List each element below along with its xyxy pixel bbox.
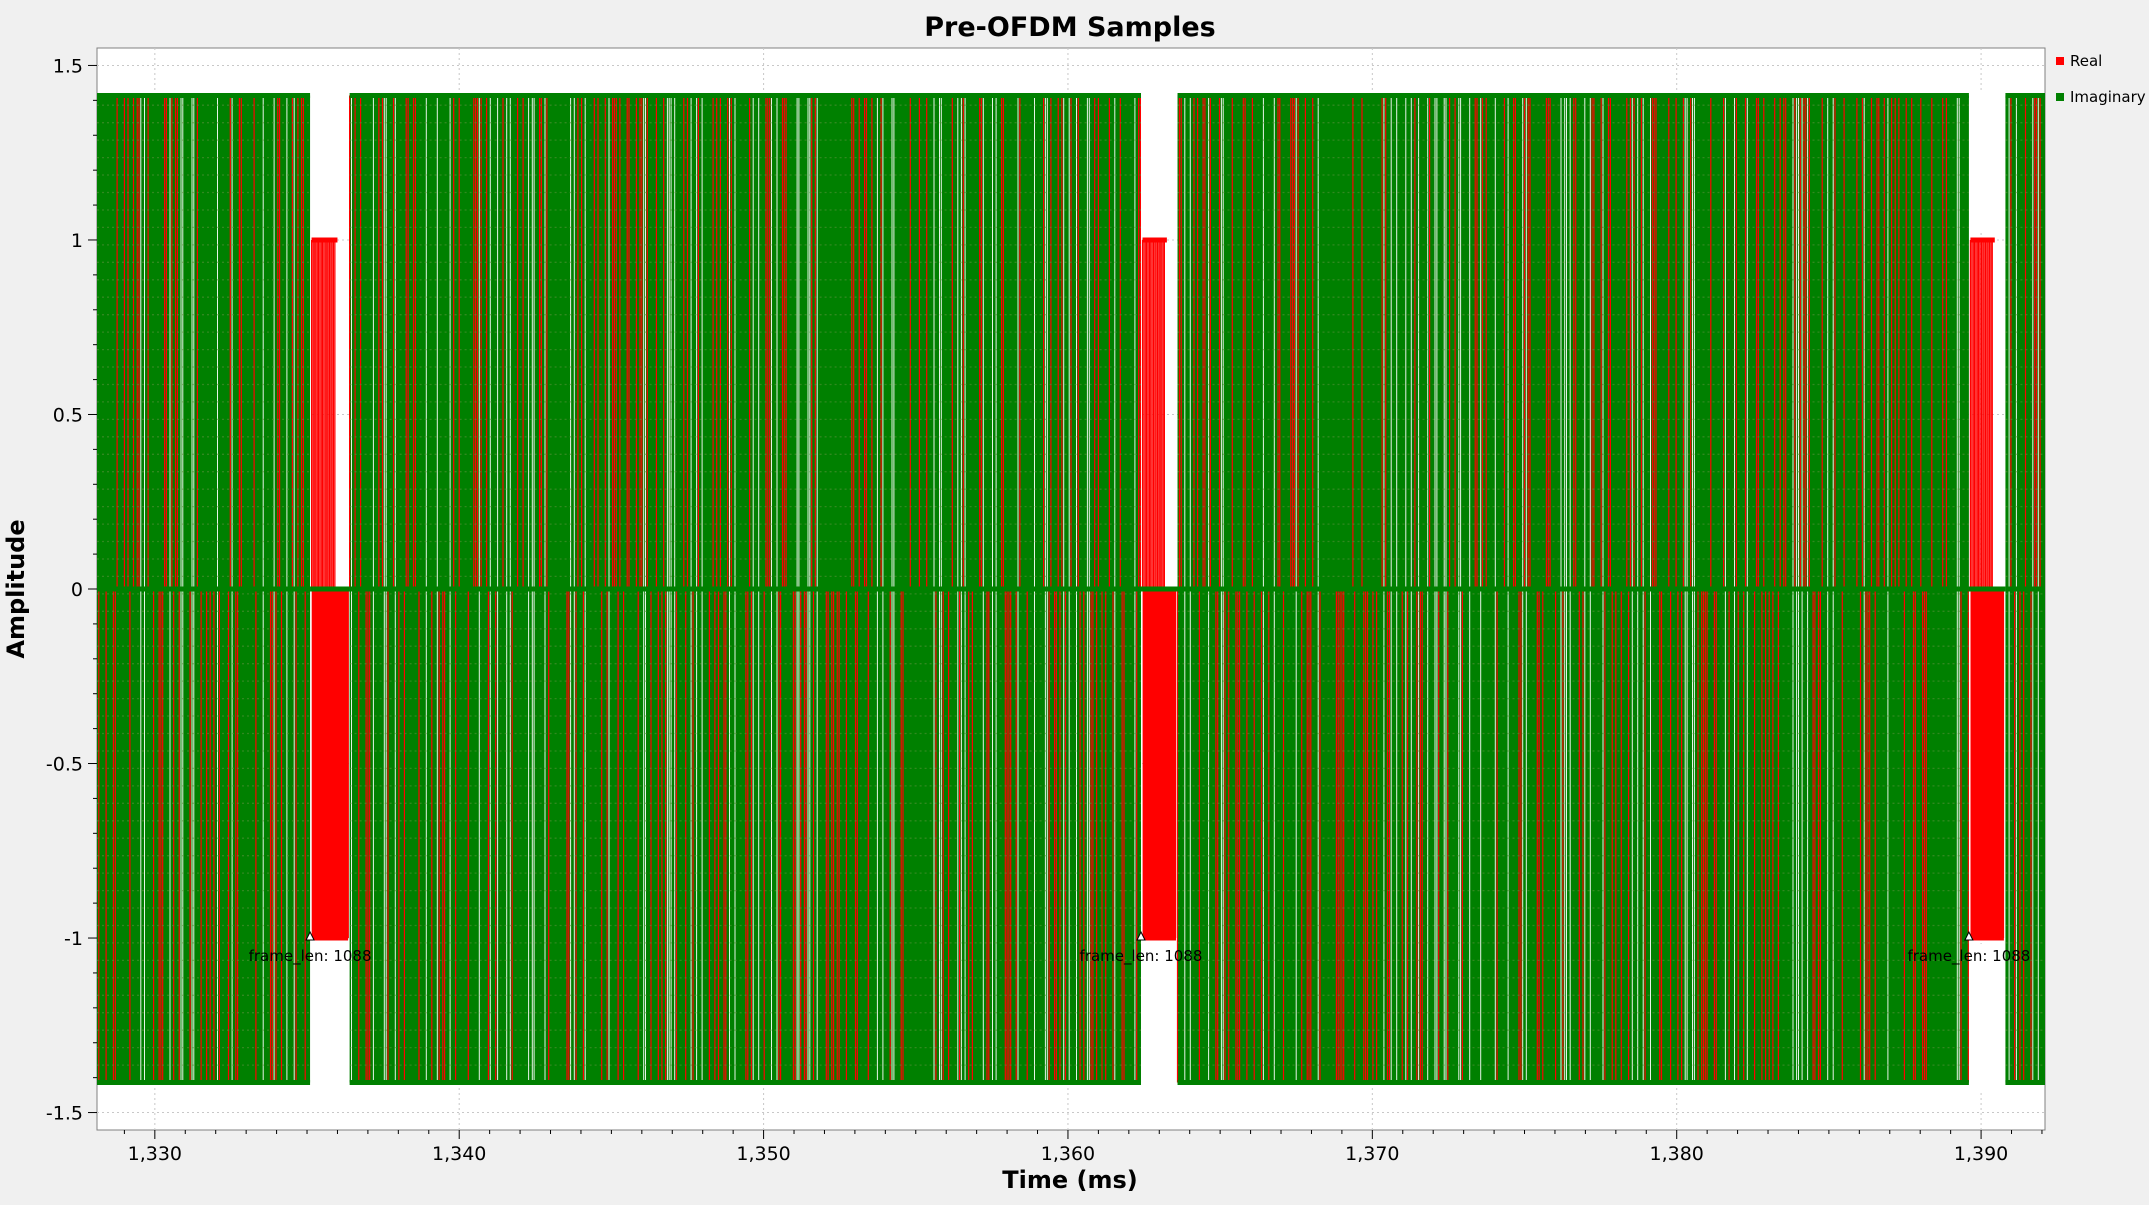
x-tick-label: 1,360 <box>1041 1143 1095 1165</box>
gap-bottom <box>1971 944 2003 1091</box>
y-tick-label: -1 <box>64 928 83 950</box>
x-tick-label: 1,340 <box>432 1143 486 1165</box>
payload-segment <box>2005 92 2045 1086</box>
payload-segment <box>97 92 311 1086</box>
preamble-segment <box>310 237 350 941</box>
plot-marks <box>97 91 2045 1091</box>
y-axis-label: Amplitude <box>2 519 30 658</box>
real-preamble-negative <box>311 589 349 938</box>
x-tick-label: 1,380 <box>1650 1143 1704 1165</box>
real-preamble-positive <box>1969 240 1993 589</box>
chart-title: Pre-OFDM Samples <box>924 12 1215 43</box>
y-tick-label: 1.5 <box>53 55 83 77</box>
gap-top <box>313 91 347 232</box>
gap-top <box>1971 91 2003 232</box>
real-trace <box>349 95 1141 1083</box>
frame-tag-label: frame_len: 1088 <box>1907 947 2030 966</box>
axes: 1,330 1,340 1,350 1,360 1,370 1,380 1,390 1.5 1 0… <box>46 55 2043 1165</box>
y-tick-label: 0.5 <box>53 404 83 426</box>
frame-tags: frame_len: 1088 frame_len: 1088 frame_len:… <box>249 930 2030 966</box>
real-preamble-positive <box>1141 240 1165 589</box>
legend-label-real: Real <box>2070 52 2102 70</box>
real-trace <box>98 95 306 1083</box>
real-trace <box>1176 95 1969 1083</box>
gap-bottom <box>313 944 347 1091</box>
y-tick-label: 0 <box>71 579 83 601</box>
payload-segment <box>1176 92 1969 1086</box>
x-tick-label: 1,350 <box>736 1143 790 1165</box>
real-trace <box>2010 95 2041 1083</box>
frame-tag-label: frame_len: 1088 <box>1080 947 1203 966</box>
x-tick-label: 1,370 <box>1345 1143 1399 1165</box>
x-tick-label: 1,390 <box>1954 1143 2008 1165</box>
real-preamble-negative <box>1142 589 1177 938</box>
preamble-segment <box>1968 237 2006 941</box>
sample-rows <box>97 104 311 1066</box>
real-preamble-positive <box>311 240 336 589</box>
legend-swatch-imaginary <box>2056 93 2064 101</box>
x-tick-label: 1,330 <box>128 1143 182 1165</box>
sample-rows <box>1177 104 1969 1066</box>
y-tick-label: -0.5 <box>46 754 83 776</box>
frame-tag-marker <box>305 930 315 941</box>
gap-bottom <box>1144 944 1175 1091</box>
real-preamble-negative <box>1970 589 2005 938</box>
frame-tag-marker <box>1964 930 1974 941</box>
legend-swatch-real <box>2056 57 2064 65</box>
frame-tag-label: frame_len: 1088 <box>249 947 372 966</box>
gap-top <box>1144 91 1175 232</box>
frame-tag-marker <box>1136 930 1146 941</box>
y-tick-label: -1.5 <box>46 1103 83 1125</box>
legend-label-imaginary: Imaginary <box>2070 88 2146 106</box>
preamble-segment <box>1141 237 1178 941</box>
legend[interactable]: Real Imaginary <box>2056 52 2146 106</box>
y-tick-label: 1 <box>71 230 83 252</box>
payload-segment <box>349 92 1142 1086</box>
sample-rows <box>349 104 1141 1066</box>
x-axis-label: Time (ms) <box>1002 1166 1137 1194</box>
